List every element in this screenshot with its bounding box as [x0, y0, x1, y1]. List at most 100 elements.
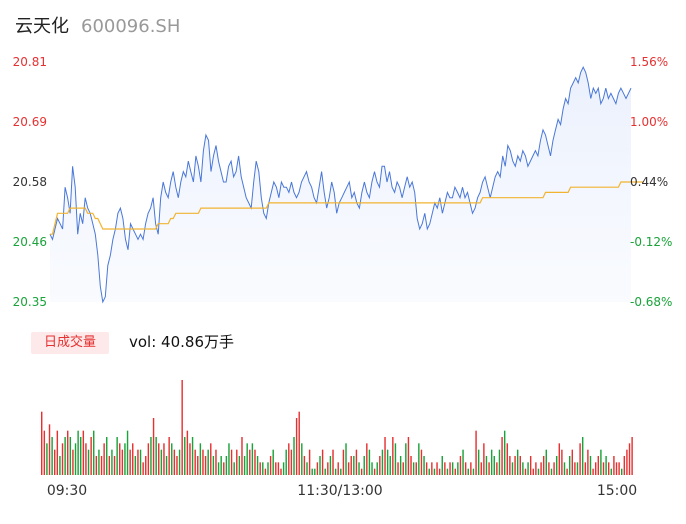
- volume-bar: [48, 424, 51, 475]
- percent-tick-label: 0.44%: [630, 175, 668, 189]
- volume-bar: [43, 430, 46, 475]
- volume-bar: [64, 437, 66, 475]
- stock-name: 云天化: [15, 16, 69, 37]
- volume-bar: [334, 468, 337, 475]
- volume-bar: [249, 449, 251, 475]
- percent-tick-label: 1.56%: [630, 55, 668, 69]
- price-plot: [49, 66, 644, 304]
- volume-bar: [626, 449, 628, 475]
- volume-bar: [412, 462, 415, 475]
- volume-bar: [444, 462, 446, 475]
- volume-bar: [311, 468, 313, 475]
- volume-bar: [280, 468, 282, 475]
- volume-bar: [345, 443, 347, 475]
- volume-bar: [215, 449, 217, 475]
- volume-bar: [210, 443, 212, 475]
- volume-tag[interactable]: 日成交量: [31, 332, 109, 354]
- volume-bar: [132, 443, 134, 475]
- volume-bar: [589, 456, 592, 475]
- time-tick-label: 09:30: [47, 483, 87, 499]
- volume-bar: [493, 456, 495, 475]
- volume-bar: [386, 449, 389, 475]
- volume-bar: [113, 456, 116, 475]
- volume-bar: [67, 430, 69, 475]
- volume-bar: [431, 462, 433, 475]
- volume-bar: [147, 443, 150, 475]
- volume-bar: [233, 462, 235, 475]
- volume-bar: [160, 449, 163, 475]
- volume-bar: [446, 468, 449, 475]
- price-tick-label: 20.69: [13, 115, 47, 129]
- volume-bar: [490, 449, 493, 475]
- volume-bar: [72, 449, 74, 475]
- volume-bar: [126, 430, 129, 475]
- volume-bar: [553, 462, 555, 475]
- volume-bar: [342, 449, 345, 475]
- volume-bar: [181, 380, 183, 475]
- volume-bar: [155, 437, 157, 475]
- volume-bar: [202, 449, 204, 475]
- volume-bar: [379, 456, 381, 475]
- volume-bar: [293, 437, 295, 475]
- volume-bar: [100, 456, 103, 475]
- volume-bar: [165, 456, 168, 475]
- volume-bar: [522, 462, 524, 475]
- volume-bar: [418, 443, 420, 475]
- volume-bar: [111, 449, 113, 475]
- volume-bar: [186, 430, 189, 475]
- average-line: [50, 181, 644, 235]
- volume-bar: [454, 468, 456, 475]
- volume-bar: [303, 456, 306, 475]
- percent-tick-label: -0.12%: [630, 235, 672, 249]
- volume-bar: [423, 456, 425, 475]
- volume-bar: [207, 449, 209, 475]
- volume-bar: [579, 443, 581, 475]
- volume-bar: [163, 443, 165, 475]
- volume-bar: [241, 437, 243, 475]
- volume-bar: [264, 468, 267, 475]
- volume-bar: [368, 449, 371, 475]
- volume-bar: [259, 462, 261, 475]
- volume-summary: vol: 40.86万手: [129, 333, 234, 351]
- volume-bar: [106, 437, 108, 475]
- volume-bar: [321, 449, 324, 475]
- volume-bar: [571, 449, 574, 475]
- volume-bar: [566, 468, 568, 475]
- volume-bar: [438, 468, 441, 475]
- volume-bar: [129, 449, 131, 475]
- volume-bar: [56, 430, 59, 475]
- volume-bar: [139, 449, 142, 475]
- volume-bar: [436, 462, 438, 475]
- volume-bar: [602, 462, 605, 475]
- volume-bar: [220, 456, 222, 475]
- volume-bar: [225, 456, 228, 475]
- volume-tag-label: 日成交量: [43, 335, 96, 350]
- volume-bar: [152, 418, 155, 475]
- volume-bar: [347, 462, 350, 475]
- volume-bar: [121, 449, 124, 475]
- volume-bar: [119, 443, 121, 475]
- volume-bar: [298, 411, 300, 475]
- volume-bar: [189, 443, 191, 475]
- price-area: [50, 67, 631, 302]
- volume-bar: [451, 462, 454, 475]
- volume-bar: [467, 468, 469, 475]
- volume-bar: [230, 449, 233, 475]
- volume-bar: [290, 449, 293, 475]
- volume-bar: [472, 468, 475, 475]
- volume-bar: [251, 443, 254, 475]
- volume-bar: [425, 462, 428, 475]
- volume-bar: [527, 462, 529, 475]
- volume-bar: [295, 418, 298, 475]
- volume-bar: [509, 456, 511, 475]
- volume-bar: [511, 462, 514, 475]
- volume-bar: [272, 449, 274, 475]
- volume-bar: [462, 449, 464, 475]
- volume-bar: [74, 443, 77, 475]
- price-tick-label: 20.58: [13, 175, 47, 189]
- volume-bar: [228, 443, 230, 475]
- volume-bar: [145, 456, 147, 475]
- volume-bar: [93, 430, 95, 475]
- volume-bar: [399, 456, 402, 475]
